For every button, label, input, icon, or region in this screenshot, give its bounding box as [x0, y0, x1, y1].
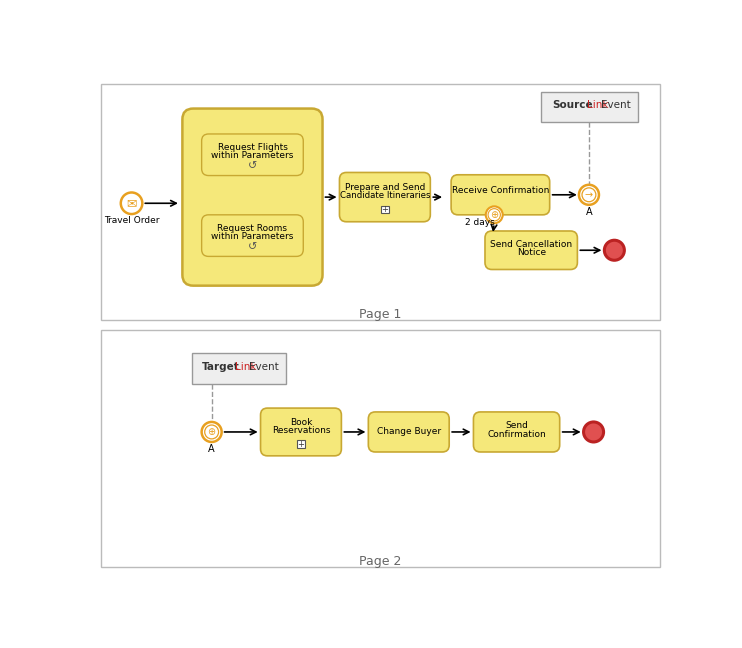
- FancyBboxPatch shape: [451, 175, 550, 215]
- Text: Notice: Notice: [516, 248, 546, 257]
- Text: Link: Link: [234, 362, 256, 373]
- FancyBboxPatch shape: [368, 412, 449, 452]
- Text: ↺: ↺: [248, 242, 257, 252]
- Text: →: →: [585, 190, 593, 200]
- Text: ✉: ✉: [126, 197, 137, 210]
- Text: Event: Event: [601, 100, 631, 110]
- Circle shape: [582, 188, 596, 202]
- Text: Change Buyer: Change Buyer: [377, 428, 441, 437]
- Text: Page 2: Page 2: [359, 555, 401, 568]
- Text: Travel Order: Travel Order: [104, 216, 160, 225]
- Text: Request Flights: Request Flights: [217, 143, 287, 152]
- Text: Request Rooms: Request Rooms: [217, 224, 287, 233]
- Text: Send: Send: [505, 421, 528, 430]
- Text: Candidate Itineraries: Candidate Itineraries: [340, 191, 430, 200]
- Bar: [101, 84, 660, 320]
- Text: ⊕: ⊕: [208, 427, 216, 437]
- Text: ⊕: ⊕: [490, 210, 499, 220]
- Text: A: A: [585, 207, 592, 216]
- Text: Send Cancellation: Send Cancellation: [490, 240, 572, 249]
- Text: Page 1: Page 1: [359, 308, 401, 321]
- Text: Receive Confirmation: Receive Confirmation: [452, 187, 549, 196]
- FancyBboxPatch shape: [183, 109, 323, 286]
- Circle shape: [486, 206, 503, 224]
- Circle shape: [583, 422, 603, 442]
- Bar: [381, 205, 389, 213]
- FancyBboxPatch shape: [340, 172, 430, 222]
- Bar: [101, 330, 660, 567]
- Circle shape: [205, 425, 219, 439]
- FancyBboxPatch shape: [260, 408, 341, 456]
- Text: Reservations: Reservations: [272, 426, 330, 435]
- Text: within Parameters: within Parameters: [211, 232, 294, 241]
- Circle shape: [604, 240, 624, 260]
- Circle shape: [202, 422, 222, 442]
- FancyBboxPatch shape: [202, 215, 303, 257]
- Text: within Parameters: within Parameters: [211, 151, 294, 160]
- Circle shape: [121, 192, 142, 214]
- Bar: [192, 353, 286, 384]
- Text: Prepare and Send: Prepare and Send: [345, 183, 425, 192]
- Text: Event: Event: [249, 362, 279, 373]
- Circle shape: [579, 185, 599, 205]
- Text: A: A: [209, 444, 215, 454]
- FancyBboxPatch shape: [485, 231, 577, 270]
- Circle shape: [488, 209, 500, 221]
- Text: Target: Target: [202, 362, 240, 373]
- Text: +: +: [298, 440, 304, 449]
- FancyBboxPatch shape: [473, 412, 559, 452]
- Text: Link: Link: [587, 100, 608, 110]
- Bar: [541, 91, 638, 122]
- Bar: [297, 441, 305, 448]
- Text: Confirmation: Confirmation: [487, 430, 546, 439]
- Text: +: +: [381, 205, 388, 214]
- FancyBboxPatch shape: [202, 134, 303, 176]
- Text: Book: Book: [290, 418, 312, 427]
- Text: 2 days: 2 days: [465, 218, 495, 227]
- Text: Source: Source: [553, 100, 593, 110]
- Text: ↺: ↺: [248, 161, 257, 171]
